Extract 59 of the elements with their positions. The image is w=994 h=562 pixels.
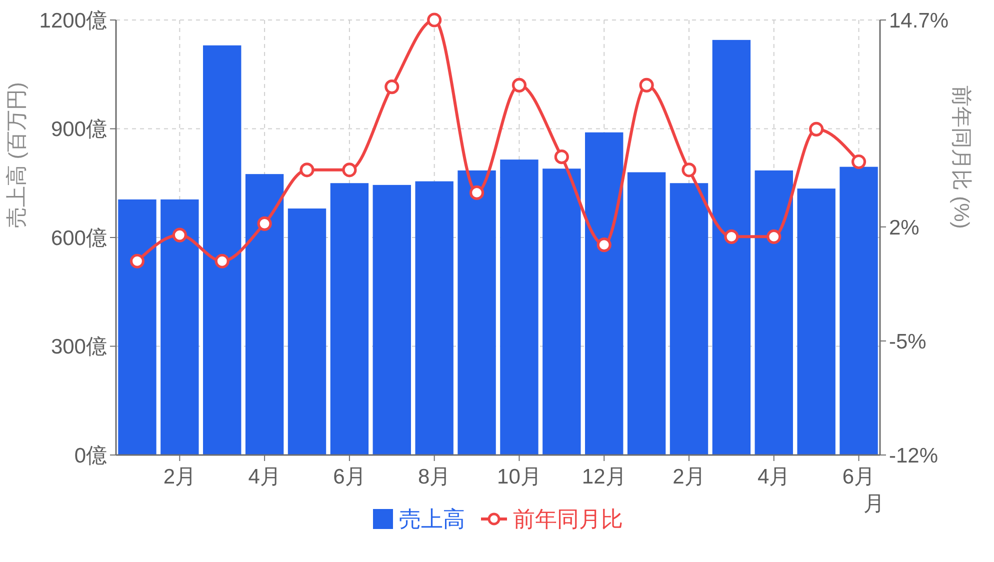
bar <box>542 168 581 455</box>
bar <box>160 199 199 455</box>
bar <box>712 40 751 455</box>
point <box>596 238 612 252</box>
x-axis-title: 月 <box>864 492 884 516</box>
point <box>512 78 527 92</box>
y-tick-label: 0億 <box>74 444 107 468</box>
bar <box>330 183 369 455</box>
point <box>639 78 654 92</box>
x-tick-label: 12月 <box>582 465 626 488</box>
bar <box>118 199 156 455</box>
y2-tick-label: 2% <box>889 216 920 240</box>
bar <box>670 183 708 455</box>
y2-axis-title: 前年同月比 (%) <box>950 85 973 229</box>
y-tick-label: 1200億 <box>39 9 107 32</box>
point <box>554 150 569 164</box>
bar <box>372 184 411 455</box>
y-tick-label: 300億 <box>50 336 107 359</box>
bar <box>203 45 242 455</box>
point <box>766 229 782 244</box>
y-axis-title: 売上高 (百万円) <box>5 82 28 228</box>
bar <box>754 170 793 455</box>
y2-tick-label: 14.7% <box>889 9 949 32</box>
point <box>469 185 484 200</box>
y-tick-label: 900億 <box>50 118 107 142</box>
point <box>427 12 442 28</box>
x-tick-label: 6月 <box>333 465 366 488</box>
point <box>851 154 866 170</box>
y2-tick-label: -5% <box>889 330 926 354</box>
legend-label: 売上高 <box>399 506 465 532</box>
bar <box>500 160 538 455</box>
x-tick-label: 2月 <box>672 465 706 488</box>
point <box>214 254 230 268</box>
point <box>682 162 696 178</box>
bar <box>245 174 284 455</box>
bar <box>458 170 496 455</box>
x-tick-label: 6月 <box>842 465 876 488</box>
point <box>130 254 145 268</box>
y-tick-label: 600億 <box>50 226 107 250</box>
point <box>257 216 272 231</box>
x-tick-label: 8月 <box>418 465 451 488</box>
point <box>342 162 357 178</box>
point <box>172 228 187 242</box>
x-tick-label: 4月 <box>248 465 281 488</box>
point <box>384 80 400 94</box>
bar <box>627 172 666 455</box>
x-tick-label: 4月 <box>758 465 790 488</box>
bar <box>840 166 878 455</box>
bar <box>288 208 326 455</box>
legend-label: 前年同月比 <box>513 506 623 532</box>
bar <box>585 132 624 455</box>
y2-tick-label: -12% <box>889 444 938 468</box>
point <box>724 229 739 244</box>
bar <box>797 188 836 455</box>
bar <box>415 181 454 455</box>
x-tick-label: 2月 <box>163 465 196 488</box>
x-tick-label: 10月 <box>497 465 542 488</box>
point <box>300 162 314 178</box>
point <box>809 122 824 136</box>
